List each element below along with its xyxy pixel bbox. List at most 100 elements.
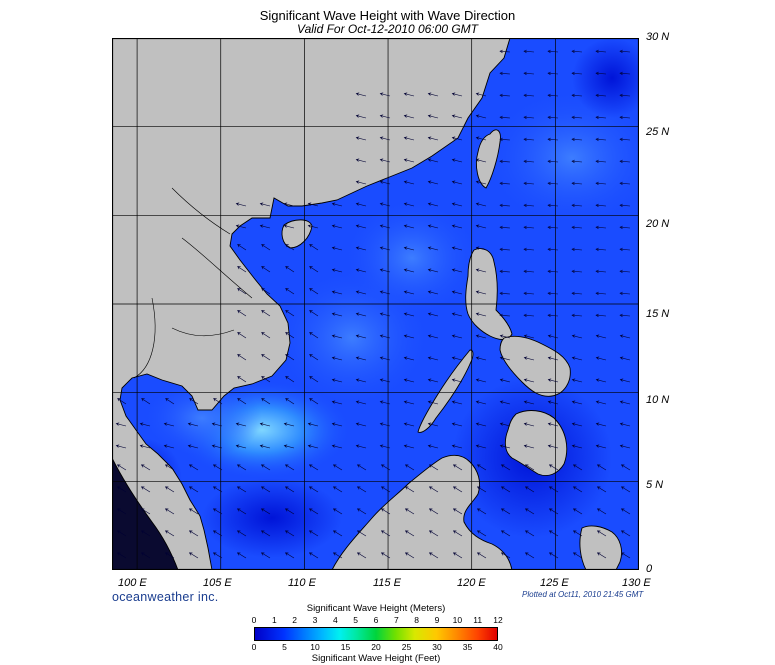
- wave-arrow: [548, 486, 559, 493]
- wave-arrow: [619, 49, 631, 54]
- wave-arrow: [355, 444, 367, 449]
- wave-arrow: [475, 422, 487, 427]
- wave-arrow: [188, 552, 199, 559]
- wave-arrow: [284, 486, 295, 493]
- wave-arrow: [524, 464, 535, 471]
- wave-arrow: [571, 225, 583, 230]
- wave-arrow: [499, 334, 511, 339]
- colorbar-tick-m: 2: [292, 615, 298, 625]
- wave-arrow: [331, 224, 343, 229]
- wave-arrow: [355, 400, 367, 405]
- wave-arrow: [572, 464, 583, 471]
- wave-arrow: [427, 92, 439, 97]
- wave-arrow: [355, 158, 367, 163]
- wave-arrow: [475, 202, 487, 207]
- wave-arrow: [523, 225, 535, 230]
- wave-arrow: [379, 180, 391, 185]
- wave-arrow: [619, 378, 631, 383]
- wave-arrow: [260, 530, 271, 537]
- colorbar-tick-m: 11: [473, 615, 483, 625]
- wave-arrow: [261, 244, 271, 251]
- wave-arrow: [619, 71, 631, 76]
- wave-arrow: [499, 247, 511, 252]
- wave-arrow: [452, 552, 463, 559]
- wave-arrow: [212, 552, 223, 559]
- wave-arrow: [379, 136, 391, 141]
- wave-arrow: [476, 530, 487, 537]
- wave-arrow: [499, 444, 511, 449]
- wave-arrow: [428, 464, 439, 471]
- wave-arrow: [523, 71, 535, 76]
- wave-arrow: [451, 312, 463, 317]
- wave-arrow: [379, 158, 391, 163]
- wave-arrow: [619, 269, 631, 274]
- wave-arrow: [475, 312, 487, 317]
- wave-arrow: [595, 225, 607, 230]
- wave-arrow: [500, 552, 511, 559]
- wave-arrow: [211, 444, 223, 449]
- wave-arrow: [355, 114, 367, 119]
- wave-arrow: [331, 444, 343, 449]
- wave-arrow: [596, 508, 607, 515]
- wave-arrow: [595, 247, 607, 252]
- wave-arrow: [331, 268, 343, 273]
- wave-arrow: [547, 203, 559, 208]
- wave-arrow: [356, 508, 367, 515]
- wave-arrow: [285, 376, 295, 383]
- wave-arrow: [571, 269, 583, 274]
- wave-arrow: [428, 508, 439, 515]
- wave-arrow: [236, 464, 247, 471]
- wave-arrow: [380, 530, 391, 537]
- wave-height-colorbar: [254, 627, 498, 641]
- wave-arrow: [403, 290, 415, 295]
- wave-arrow: [331, 334, 343, 339]
- wave-arrow: [403, 92, 415, 97]
- wave-arrow: [261, 332, 271, 339]
- wave-arrow: [236, 508, 247, 515]
- wave-arrow: [475, 224, 487, 229]
- wave-arrow: [619, 291, 631, 296]
- wave-arrow: [523, 181, 535, 186]
- wave-arrow: [403, 444, 415, 449]
- wave-map: [112, 38, 639, 570]
- wave-arrow: [452, 464, 463, 471]
- wave-arrow: [596, 530, 607, 537]
- wave-arrow: [451, 268, 463, 273]
- wave-arrow: [187, 422, 199, 427]
- wave-arrow: [237, 398, 247, 405]
- wave-arrow: [356, 486, 367, 493]
- wave-arrow: [261, 266, 271, 273]
- wave-arrow: [115, 422, 127, 427]
- colorbar-tick-m: 7: [393, 615, 399, 625]
- wave-arrow: [379, 356, 391, 361]
- wave-arrow: [595, 378, 607, 383]
- wave-arrow: [235, 224, 247, 229]
- wave-arrow: [571, 247, 583, 252]
- wave-arrow: [595, 49, 607, 54]
- wave-arrow: [355, 92, 367, 97]
- wave-arrow: [571, 356, 583, 361]
- wave-arrow: [547, 225, 559, 230]
- wave-arrow: [571, 422, 583, 427]
- wave-arrow: [523, 137, 535, 142]
- wave-arrow: [475, 158, 487, 163]
- wave-arrow: [285, 310, 295, 317]
- wave-arrow: [523, 378, 535, 383]
- map-subtitle: Valid For Oct-12-2010 06:00 GMT: [297, 22, 478, 36]
- wave-arrow: [620, 530, 631, 537]
- mainland-asia: [112, 38, 511, 570]
- wave-arrow: [523, 400, 535, 405]
- wave-arrow: [547, 137, 559, 142]
- wave-arrow: [164, 552, 175, 559]
- wave-arrow: [524, 486, 535, 493]
- sumatra: [112, 457, 179, 570]
- wave-arrow: [427, 180, 439, 185]
- borders: [133, 187, 253, 379]
- wave-arrow: [332, 552, 343, 559]
- wave-arrow: [115, 444, 127, 449]
- wave-arrow: [309, 398, 319, 405]
- wave-arrow: [285, 266, 295, 273]
- wave-arrow: [524, 552, 535, 559]
- wave-arrow: [331, 290, 343, 295]
- wave-arrow: [141, 398, 151, 405]
